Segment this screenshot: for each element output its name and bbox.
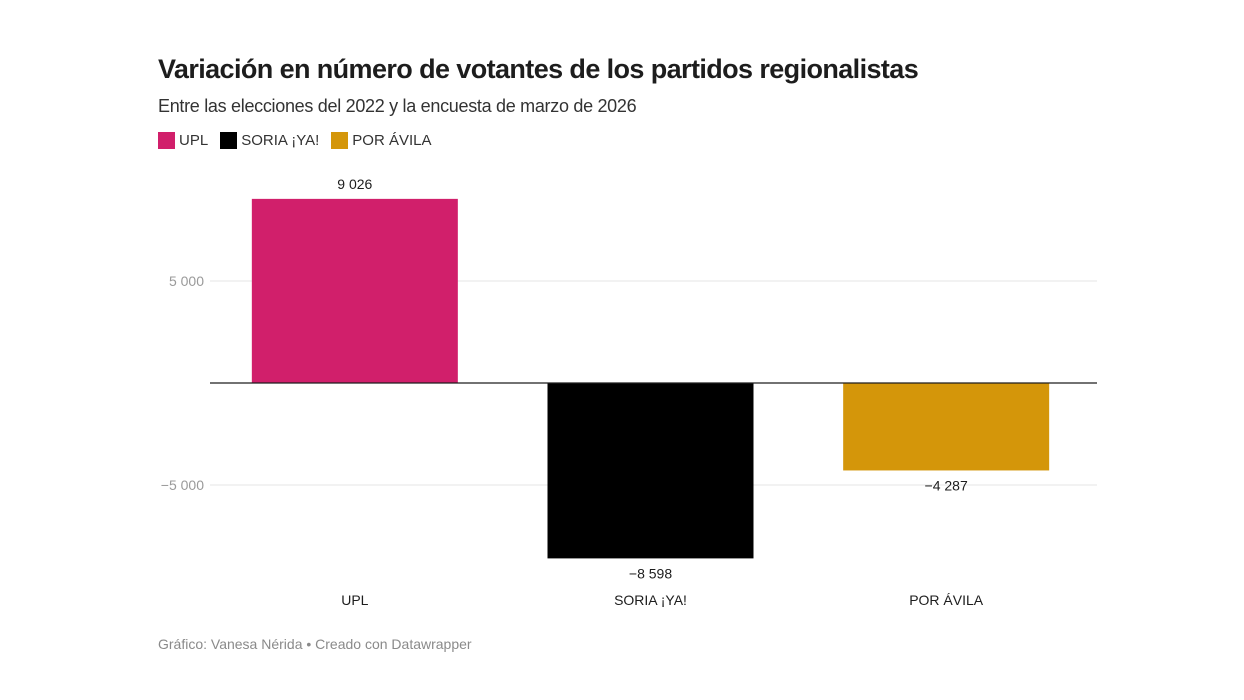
bar-por-avila xyxy=(843,383,1050,471)
bar-upl xyxy=(251,198,458,383)
chart-title: Variación en número de votantes de los p… xyxy=(158,54,919,84)
value-label-por-avila: −4 287 xyxy=(925,477,968,493)
y-tick-label: 5 000 xyxy=(169,273,204,289)
chart-footer: Gráfico: Vanesa Nérida • Creado con Data… xyxy=(158,636,472,652)
legend-swatch-soria-ya xyxy=(220,132,238,149)
x-tick-label-soria-ya: SORIA ¡YA! xyxy=(614,592,687,608)
legend-item-por-avila: POR ÁVILA xyxy=(331,132,431,149)
bar-soria-ya xyxy=(547,383,754,559)
bars xyxy=(251,198,1050,559)
legend: UPL SORIA ¡YA! POR ÁVILA xyxy=(158,132,443,149)
legend-item-soria-ya: SORIA ¡YA! xyxy=(220,132,319,149)
legend-label-upl: UPL xyxy=(179,132,209,149)
x-tick-label-por-avila: POR ÁVILA xyxy=(909,592,984,608)
value-label-upl: 9 026 xyxy=(337,176,372,192)
legend-label-soria-ya: SORIA ¡YA! xyxy=(241,132,320,149)
labels: 9 026 UPL −8 598 SORIA ¡YA! −4 287 POR ÁVILA xyxy=(337,176,983,608)
legend-swatch-por-avila xyxy=(331,132,349,149)
value-label-soria-ya: −8 598 xyxy=(629,565,672,581)
x-tick-label-upl: UPL xyxy=(341,592,368,608)
y-tick-label: −5 000 xyxy=(161,477,204,493)
legend-swatch-upl xyxy=(158,132,175,149)
legend-item-upl: UPL xyxy=(158,132,208,149)
legend-label-por-avila: POR ÁVILA xyxy=(352,132,432,149)
chart-subtitle: Entre las elecciones del 2022 y la encue… xyxy=(158,96,637,116)
